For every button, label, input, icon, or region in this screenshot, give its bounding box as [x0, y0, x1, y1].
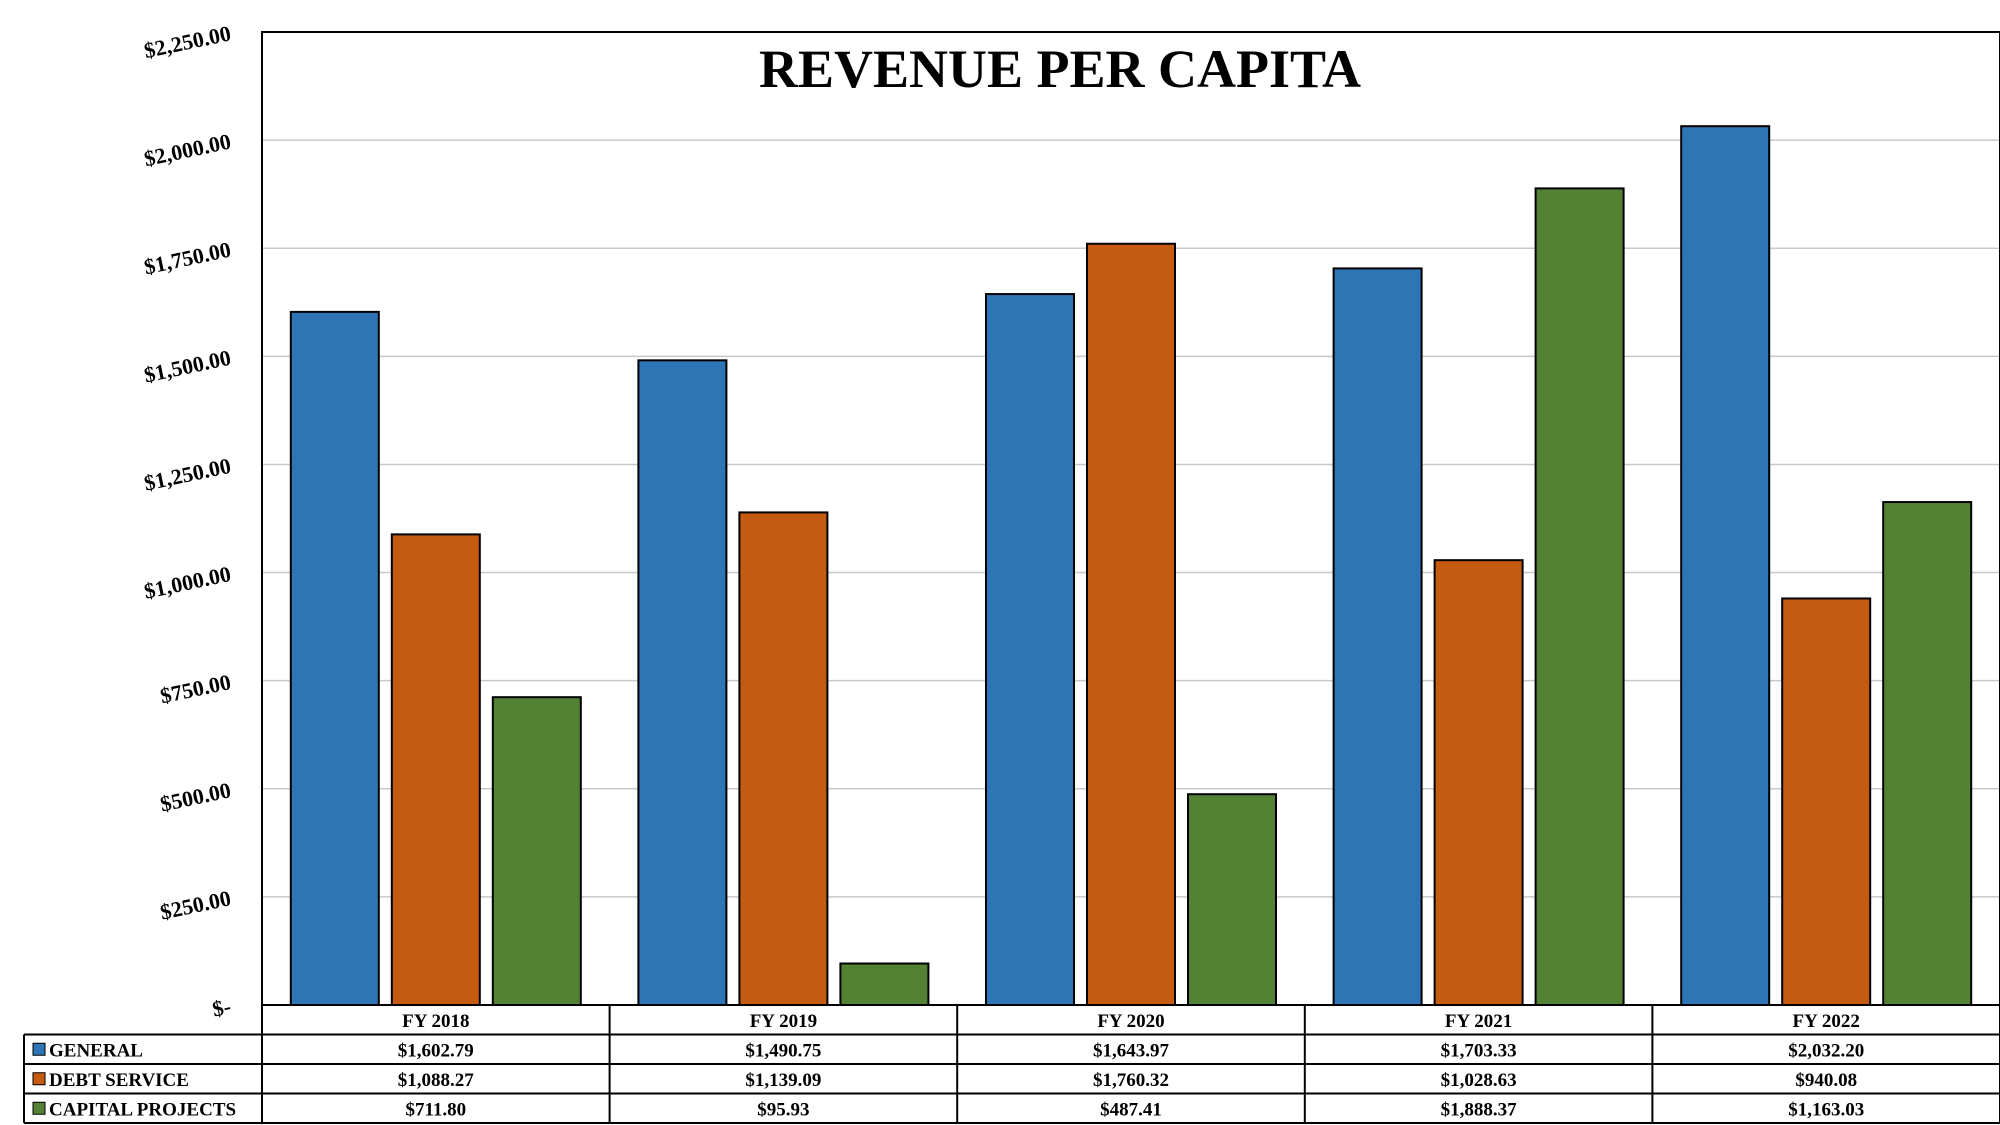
bar-general: [637, 359, 728, 1006]
bar-capital-projects: [839, 962, 930, 1007]
legend-label: CAPITAL PROJECTS: [49, 1099, 236, 1120]
bar-general: [289, 310, 380, 1006]
y-tick-label: $250.00: [158, 885, 233, 924]
data-label: $711.80: [405, 1099, 466, 1120]
bar-debt-service: [390, 533, 481, 1006]
data-label: $1,602.79: [398, 1040, 474, 1061]
x-tick-label: FY 2022: [1793, 1011, 1860, 1032]
bar-capital-projects: [1187, 793, 1277, 1006]
legend-swatch: [32, 1042, 46, 1056]
data-label: $1,088.27: [398, 1070, 475, 1091]
data-label: $1,163.03: [1788, 1099, 1864, 1120]
data-label: $1,643.97: [1093, 1040, 1170, 1061]
bar-capital-projects: [1882, 501, 1973, 1006]
legend-swatch: [32, 1101, 46, 1115]
x-tick-label: FY 2019: [750, 1011, 817, 1032]
data-label: $940.08: [1795, 1070, 1857, 1091]
legend-swatch: [32, 1072, 46, 1086]
y-axis-ticks: $- $250.00 $500.00 $750.00 $1,000.00 $1,250.0…: [142, 20, 233, 1021]
y-tick-label: $1,000.00: [142, 561, 233, 604]
y-tick-label: $1,250.00: [142, 453, 233, 496]
bar-general: [1680, 125, 1771, 1006]
y-tick-label: $-: [210, 993, 233, 1021]
y-tick-label: $2,000.00: [142, 129, 233, 172]
bars: [289, 125, 1973, 1007]
y-tick-label: $750.00: [158, 669, 233, 708]
x-tick-label: FY 2020: [1097, 1011, 1164, 1032]
y-tick-label: $2,250.00: [142, 20, 233, 63]
bar-debt-service: [1781, 597, 1872, 1007]
x-tick-label: FY 2021: [1445, 1011, 1512, 1032]
data-label: $1,028.63: [1441, 1070, 1517, 1091]
y-tick-label: $1,750.00: [142, 237, 233, 280]
data-label: $1,703.33: [1441, 1040, 1517, 1061]
data-label: $1,139.09: [745, 1070, 821, 1091]
chart-title: REVENUE PER CAPITA: [759, 39, 1361, 99]
bar-debt-service: [1433, 559, 1524, 1006]
bar-general: [1332, 267, 1423, 1006]
data-label: $1,888.37: [1441, 1099, 1518, 1120]
data-label: $1,760.32: [1093, 1070, 1169, 1091]
y-tick-label: $500.00: [158, 777, 233, 816]
data-label: $1,490.75: [745, 1040, 821, 1061]
bar-debt-service: [738, 511, 829, 1006]
bar-debt-service: [1086, 242, 1176, 1006]
data-label: $487.41: [1100, 1099, 1162, 1120]
legend-label: GENERAL: [49, 1040, 143, 1061]
data-table: FY 2018 FY 2019 FY 2020 FY 2021 FY 2022 GENER…: [23, 1004, 2000, 1124]
bar-capital-projects: [491, 696, 582, 1006]
bar-capital-projects: [1534, 187, 1625, 1006]
legend-label: DEBT SERVICE: [49, 1070, 189, 1091]
x-tick-label: FY 2018: [402, 1011, 469, 1032]
data-label: $95.93: [757, 1099, 809, 1120]
y-tick-label: $1,500.00: [142, 345, 233, 388]
bar-general: [985, 293, 1075, 1007]
data-label: $2,032.20: [1788, 1040, 1864, 1061]
